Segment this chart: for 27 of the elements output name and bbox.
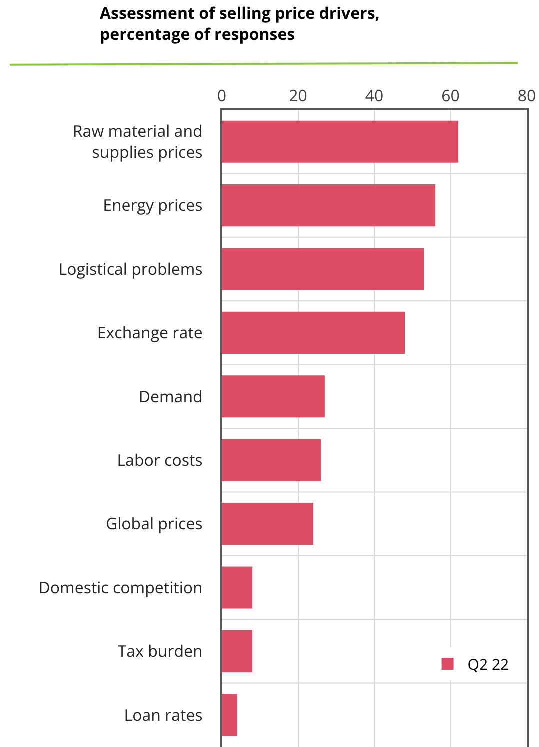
bar <box>222 312 405 354</box>
legend-label: Q2 22 <box>468 654 510 675</box>
y-tick-label: Tax burden <box>118 640 203 662</box>
y-tick-label: Logistical problems <box>58 258 203 280</box>
bar <box>222 120 458 163</box>
x-tick-label: 80 <box>518 84 536 107</box>
bar <box>222 248 424 290</box>
y-tick-label: Raw material and supplies prices <box>72 120 203 163</box>
bar <box>222 184 436 227</box>
x-tick-label: 40 <box>365 84 384 107</box>
bar <box>222 439 322 482</box>
y-tick-label: Global prices <box>106 512 203 535</box>
y-tick-label: Exchange rate <box>97 322 203 344</box>
bar <box>222 376 325 418</box>
y-tick-label: Domestic competition <box>38 576 203 598</box>
bar <box>222 566 252 609</box>
chart-title: Assessment of selling price drivers, percentage of responses <box>100 2 380 45</box>
bar <box>222 694 238 736</box>
y-tick-label: Demand <box>138 385 203 408</box>
y-tick-label: Loan rates <box>124 704 203 726</box>
x-tick-label: 0 <box>217 84 227 107</box>
bar <box>222 630 252 672</box>
bar <box>222 503 314 546</box>
y-tick-label: Energy prices <box>103 194 203 216</box>
y-tick-label: Labor costs <box>117 448 203 471</box>
x-tick-label: 60 <box>442 84 460 107</box>
x-tick-label: 20 <box>289 84 308 107</box>
